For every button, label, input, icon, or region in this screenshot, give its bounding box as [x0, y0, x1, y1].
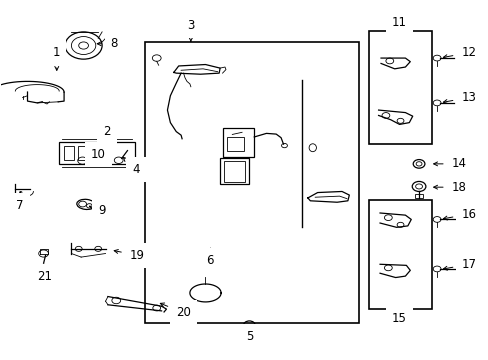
Text: 19: 19 [114, 249, 144, 262]
Text: 9: 9 [89, 204, 105, 217]
Text: 8: 8 [97, 37, 118, 50]
Bar [78, 146, 86, 160]
Text: 17: 17 [443, 258, 475, 271]
Text: 5: 5 [245, 329, 253, 343]
Bar [220, 158, 249, 184]
Text: 10: 10 [89, 148, 105, 161]
Bar [245, 331, 252, 336]
Bar [224, 161, 245, 182]
Bar [368, 31, 431, 144]
Text: 12: 12 [443, 46, 475, 59]
Text: 7: 7 [17, 192, 24, 212]
Bar [144, 42, 358, 323]
Text: 1: 1 [53, 46, 61, 70]
Text: 16: 16 [443, 208, 475, 221]
Text: 14: 14 [433, 157, 466, 170]
Text: 6: 6 [206, 248, 214, 267]
Text: 15: 15 [391, 311, 406, 325]
Text: 3: 3 [187, 19, 194, 41]
Text: 4: 4 [123, 157, 140, 176]
Bar [414, 194, 423, 198]
Bar [368, 200, 431, 309]
Bar [91, 146, 98, 160]
Text: 13: 13 [443, 91, 475, 104]
Bar [64, 146, 74, 160]
Text: 20: 20 [160, 303, 191, 319]
Bar [222, 128, 254, 157]
Text: 2: 2 [103, 125, 110, 149]
Text: 21: 21 [37, 264, 52, 283]
Bar [59, 142, 135, 164]
Text: 11: 11 [391, 16, 406, 29]
Bar [227, 137, 244, 151]
Text: 18: 18 [433, 181, 466, 194]
